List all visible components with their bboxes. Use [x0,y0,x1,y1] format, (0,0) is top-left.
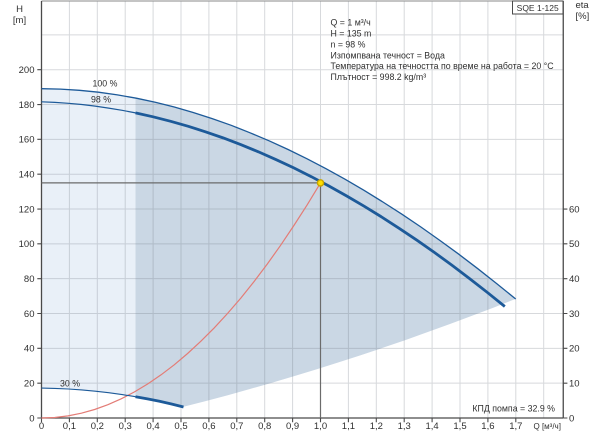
svg-text:98 %: 98 % [91,95,111,105]
svg-text:1,0: 1,0 [314,421,327,432]
svg-text:140: 140 [19,169,35,180]
svg-text:n = 98 %: n = 98 % [331,39,366,49]
svg-text:0: 0 [569,413,574,424]
svg-text:1,6: 1,6 [481,421,494,432]
svg-text:1,5: 1,5 [453,421,466,432]
svg-text:40: 40 [24,344,35,355]
svg-text:0,3: 0,3 [119,421,132,432]
svg-text:1,4: 1,4 [425,421,438,432]
svg-text:120: 120 [19,204,35,215]
svg-text:0,6: 0,6 [202,421,215,432]
svg-text:0,8: 0,8 [258,421,271,432]
svg-text:SQE 1-125: SQE 1-125 [517,3,559,13]
svg-text:20: 20 [569,344,580,355]
svg-text:100: 100 [19,239,35,250]
svg-text:Q = 1 м³/ч: Q = 1 м³/ч [331,18,371,28]
svg-text:80: 80 [24,274,35,285]
svg-text:10: 10 [569,378,580,389]
svg-text:20: 20 [24,378,35,389]
svg-text:КПД помпа = 32.9 %: КПД помпа = 32.9 % [472,404,555,414]
svg-text:40: 40 [569,274,580,285]
svg-text:1,7: 1,7 [509,421,522,432]
svg-text:160: 160 [19,135,35,146]
svg-text:eta: eta [576,0,590,11]
svg-text:60: 60 [24,309,35,320]
svg-text:H = 135 m: H = 135 m [331,29,372,39]
svg-text:Плътност = 998.2 kg/m³: Плътност = 998.2 kg/m³ [331,72,427,82]
svg-text:1,2: 1,2 [370,421,383,432]
svg-text:H: H [16,4,23,15]
svg-text:200: 200 [19,65,35,76]
svg-text:0,2: 0,2 [91,421,104,432]
svg-text:Q [м³/ч]: Q [м³/ч] [534,422,561,431]
svg-text:0,4: 0,4 [146,421,159,432]
svg-text:180: 180 [19,100,35,111]
svg-text:[%]: [%] [576,11,590,22]
svg-text:100 %: 100 % [93,79,118,89]
svg-text:0,1: 0,1 [63,421,76,432]
svg-text:0: 0 [39,421,44,432]
svg-text:1,1: 1,1 [342,421,355,432]
svg-text:Температура на течността по вр: Температура на течността по време на раб… [331,61,555,71]
svg-text:1,3: 1,3 [398,421,411,432]
svg-text:0,7: 0,7 [230,421,243,432]
svg-text:Изпомпвана течност = Вода: Изпомпвана течност = Вода [331,50,446,60]
svg-text:30 %: 30 % [60,379,80,389]
svg-text:30: 30 [569,309,580,320]
svg-text:0,9: 0,9 [286,421,299,432]
svg-text:0: 0 [29,413,34,424]
svg-text:50: 50 [569,239,580,250]
svg-text:[m]: [m] [13,15,26,26]
svg-text:60: 60 [569,204,580,215]
svg-text:0,5: 0,5 [174,421,187,432]
